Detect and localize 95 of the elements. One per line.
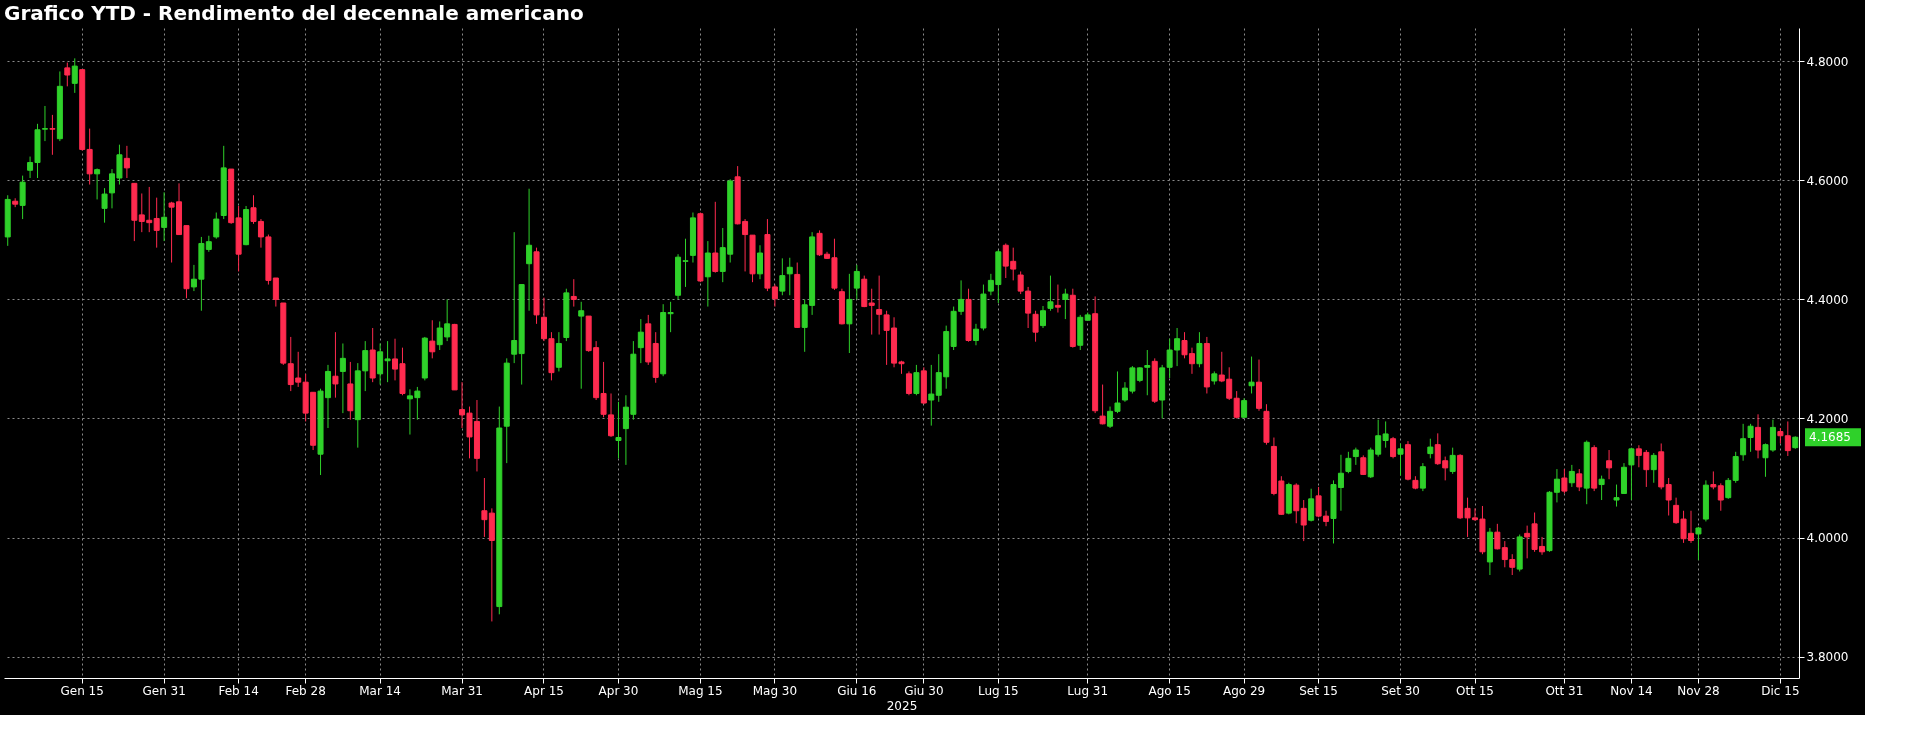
y-tick-label: 3.8000 [1806,650,1849,665]
candlestick [1233,390,1240,419]
x-tick-label: Ago 15 [1148,683,1191,698]
x-tick-label: Mag 30 [752,683,798,698]
x-tick-label: Feb 14 [218,683,259,698]
candlestick [1047,275,1054,312]
x-axis-title: 2025 [886,698,918,713]
y-tick-label: 4.4000 [1806,292,1849,307]
x-tick-label: Giu 16 [837,683,877,698]
candlestick [123,145,130,179]
candlestick [213,212,220,240]
x-tick-label: Gen 15 [60,683,104,698]
candlestick [339,342,346,414]
x-tick-label: Giu 30 [904,683,944,698]
candlestick [578,301,585,390]
candlestick [429,319,436,359]
x-tick-label: Apr 30 [598,683,639,698]
candlestick [1650,452,1657,484]
x-tick-label: Mag 15 [678,683,723,698]
candlestick [161,191,168,242]
candlestick [756,244,763,280]
candlestick [1576,468,1583,492]
candlestick [1747,423,1754,453]
candlestick [637,318,644,364]
y-tick-label: 4.6000 [1806,173,1849,188]
candlestick [1598,475,1605,501]
candlestick [1740,423,1747,462]
candlestick [1628,447,1635,501]
y-tick-label: 4.2000 [1806,411,1849,426]
candlestick [1755,413,1762,459]
candlestick [64,62,71,87]
x-tick-label: Lug 15 [977,683,1019,698]
candlestick [1062,288,1069,320]
candlestick [1054,284,1061,314]
candlestick [1449,447,1456,475]
candlestick [570,278,577,308]
candlestick [972,323,979,346]
y-tick-label: 4.8000 [1806,54,1849,69]
x-tick-label: Set 15 [1299,683,1338,698]
candlestick [712,201,719,274]
text: 4.1685 [1809,430,1851,445]
candlestick [1248,356,1255,394]
candlestick [71,57,78,94]
candlestick [868,288,875,336]
candlestick [1196,331,1203,368]
candlestick [704,240,711,308]
candlestick [555,331,562,372]
candlestick [928,364,935,427]
candlestick [1717,482,1724,512]
candlestick [779,257,786,296]
candlestick [1040,305,1047,329]
candlestick [786,257,793,296]
candlestick [332,331,339,399]
candlestick [1568,464,1575,488]
candlestick [1561,468,1568,494]
candlestick [853,264,860,300]
x-tick-label: Nov 14 [1610,683,1653,698]
candlestick [1300,499,1307,542]
candlestick [1032,310,1039,343]
x-tick-label: Ott 31 [1545,683,1584,698]
y-tick-label: 4.0000 [1806,531,1849,546]
x-tick-label: Ott 15 [1456,683,1494,698]
candlestick [1427,438,1434,459]
chart-title: Grafico YTD - Rendimento del decennale americano [4,1,584,25]
candlestick [905,370,912,396]
x-tick-label: Set 30 [1381,683,1420,698]
candlestick [1397,442,1404,477]
candlestick [615,401,622,459]
candlestick [1725,477,1732,500]
candlestick [1390,436,1397,459]
x-tick-label: Ago 29 [1222,683,1266,698]
x-tick-label: Gen 31 [142,683,186,698]
candlestick [526,188,533,312]
candlestick [1606,449,1613,480]
x-tick-label: Dic 15 [1761,683,1800,698]
x-tick-label: Lug 31 [1067,683,1109,698]
x-tick-label: Mar 31 [441,683,483,698]
candlestick [1241,397,1248,418]
candlestick [1732,451,1739,484]
candlestick [19,175,26,220]
candlestick [1419,462,1426,492]
candlestick [1308,488,1315,522]
candlestick [1099,384,1106,425]
candlestick [94,167,101,200]
candlestick [49,114,56,156]
candlestick [1613,484,1620,508]
candlestick [913,364,920,396]
x-tick-label: Feb 28 [285,683,326,698]
candlestick [1665,477,1672,516]
candlestick [1695,526,1702,561]
x-tick-label: Apr 15 [524,683,564,698]
x-tick-label: Mar 14 [359,683,401,698]
candlestick [153,197,160,249]
candlestick [1345,451,1352,474]
x-tick-label: Nov 28 [1677,683,1720,698]
